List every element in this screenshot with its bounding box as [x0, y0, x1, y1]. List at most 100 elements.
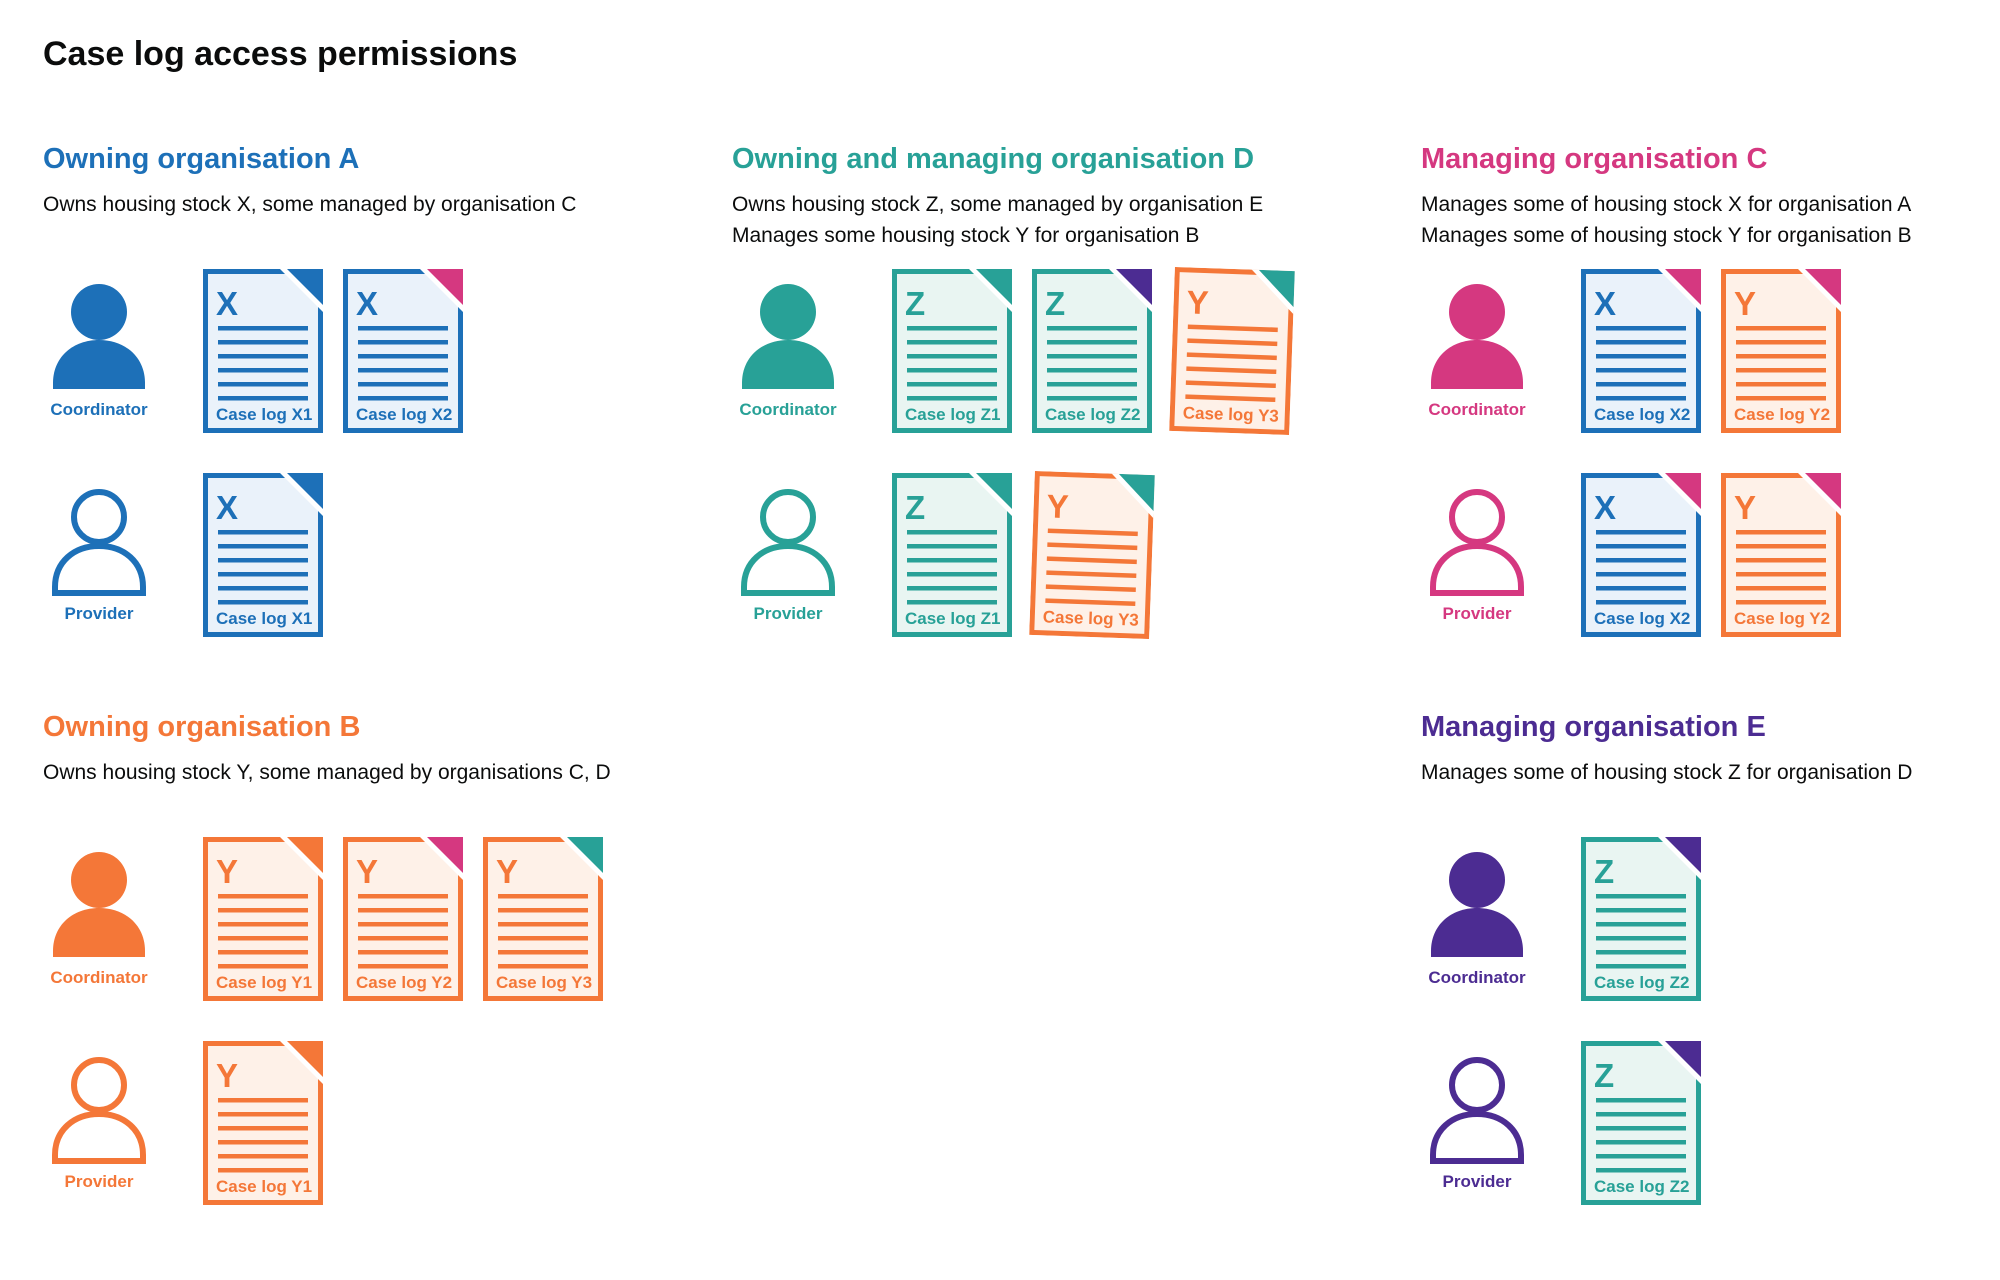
- stock-letter: X: [356, 285, 378, 322]
- case-log-label: Case log X2: [1594, 609, 1690, 628]
- document-icon: Y Case log Y3: [483, 834, 607, 1001]
- provider-figure: Provider: [1421, 1054, 1533, 1192]
- section-owning-and-managing-organisation-d: Owning and managing organisation D Owns …: [732, 142, 1380, 677]
- provider-person-icon: [1430, 1056, 1524, 1164]
- case-log-label: Case log X1: [216, 609, 312, 628]
- stock-letter: Z: [1594, 853, 1614, 890]
- permission-row-provider: Provider Z Case log Z2: [1421, 1038, 2000, 1205]
- stock-letter: X: [216, 489, 238, 526]
- case-log-doc: Y Case log Y3: [1169, 266, 1299, 435]
- case-log-doc: Y Case log Y3: [483, 834, 607, 1001]
- permission-row-provider: Provider Y Case log Y1: [43, 1038, 691, 1205]
- coordinator-person-icon: [1431, 851, 1523, 957]
- description-line: Owns housing stock Y, some managed by or…: [43, 760, 611, 784]
- permission-rows: Coordinator Z Case log Z2 Provider Z Cas…: [1421, 834, 2000, 1205]
- coordinator-figure: Coordinator: [732, 282, 844, 420]
- coordinator-figure: Coordinator: [43, 850, 155, 988]
- role-label: Coordinator: [50, 399, 148, 419]
- document-icon: Y Case log Y3: [1029, 470, 1159, 639]
- page-title: Case log access permissions: [43, 35, 518, 73]
- folded-corner: [567, 836, 603, 873]
- description-line: Owns housing stock Z, some managed by or…: [732, 192, 1264, 216]
- permission-row-coordinator: Coordinator Z Case log Z2: [1421, 834, 2000, 1001]
- case-log-label: Case log Y1: [216, 973, 312, 992]
- provider-person-icon: [52, 1056, 146, 1164]
- permission-row-provider: Provider Z Case log Z1 Y Case log Y3: [732, 470, 1380, 639]
- section-owning-organisation-a: Owning organisation A Owns housing stock…: [43, 142, 691, 677]
- document-icon: X Case log X1: [203, 266, 327, 433]
- section-heading: Owning organisation A: [43, 143, 360, 175]
- case-log-label: Case log X1: [216, 405, 312, 424]
- permission-row-coordinator: Coordinator Z Case log Z1 Z Case log Z2 …: [732, 266, 1380, 435]
- document-icon: Z Case log Z1: [892, 470, 1016, 637]
- role-label: Provider: [64, 603, 134, 623]
- provider-figure: Provider: [43, 486, 155, 624]
- document-icon: Y Case log Y2: [1721, 266, 1845, 433]
- case-log-doc: Z Case log Z2: [1581, 1038, 1705, 1205]
- provider-figure: Provider: [732, 486, 844, 624]
- folded-corner: [976, 472, 1012, 509]
- document-icon: Y Case log Y2: [343, 834, 467, 1001]
- case-log-label: Case log Z1: [905, 609, 1000, 628]
- case-log-doc: X Case log X2: [1581, 266, 1705, 433]
- coordinator-person-icon: [53, 851, 145, 957]
- permission-row-coordinator: Coordinator Y Case log Y1 Y Case log Y2 …: [43, 834, 691, 1001]
- permission-rows: Coordinator Z Case log Z1 Z Case log Z2 …: [732, 266, 1380, 639]
- case-log-docs: Z Case log Z2: [1581, 1038, 1705, 1205]
- role-label: Coordinator: [739, 399, 837, 419]
- case-log-label: Case log Z2: [1045, 405, 1140, 424]
- stock-letter: Y: [1186, 283, 1209, 321]
- case-log-doc: Y Case log Y1: [203, 834, 327, 1001]
- case-log-label: Case log Y2: [1734, 609, 1830, 628]
- document-icon: Y Case log Y2: [1721, 470, 1845, 637]
- case-log-doc: X Case log X2: [343, 266, 467, 433]
- document-icon: Z Case log Z1: [892, 266, 1016, 433]
- stock-letter: Y: [1046, 487, 1069, 525]
- folded-corner: [287, 472, 323, 509]
- coordinator-person-icon: [53, 283, 145, 389]
- role-label: Provider: [64, 1171, 134, 1191]
- folded-corner: [1805, 268, 1841, 305]
- provider-figure: Provider: [43, 1054, 155, 1192]
- section-description: Manages some of housing stock X for orga…: [1421, 189, 2000, 253]
- section-managing-organisation-c: Managing organisation C Manages some of …: [1421, 142, 2000, 677]
- case-log-doc: Z Case log Z1: [892, 266, 1016, 433]
- case-log-doc: Y Case log Y2: [1721, 266, 1845, 433]
- section-managing-organisation-e: Managing organisation E Manages some of …: [1421, 710, 2000, 1245]
- case-log-doc: Z Case log Z2: [1032, 266, 1156, 433]
- case-log-docs: Z Case log Z1 Y Case log Y3: [892, 470, 1159, 639]
- folded-corner: [1665, 268, 1701, 305]
- provider-figure: Provider: [1421, 486, 1533, 624]
- case-log-doc: Y Case log Y3: [1029, 470, 1159, 639]
- role-label: Provider: [753, 603, 823, 623]
- description-line: Manages some of housing stock Z for orga…: [1421, 760, 1913, 784]
- permission-rows: Coordinator Y Case log Y1 Y Case log Y2 …: [43, 834, 691, 1205]
- stock-letter: Y: [356, 853, 378, 890]
- permission-row-coordinator: Coordinator X Case log X2 Y Case log Y2: [1421, 266, 2000, 433]
- case-log-label: Case log X2: [1594, 405, 1690, 424]
- case-log-docs: X Case log X1 X Case log X2: [203, 266, 467, 433]
- description-line: Owns housing stock X, some managed by or…: [43, 192, 577, 216]
- stock-letter: Z: [905, 489, 925, 526]
- case-log-doc: X Case log X2: [1581, 470, 1705, 637]
- folded-corner: [287, 836, 323, 873]
- section-description: Owns housing stock Z, some managed by or…: [732, 189, 1380, 253]
- provider-person-icon: [1430, 488, 1524, 596]
- case-log-doc: Y Case log Y2: [343, 834, 467, 1001]
- section-description: Manages some of housing stock Z for orga…: [1421, 757, 2000, 821]
- case-log-label: Case log X2: [356, 405, 452, 424]
- stock-letter: Y: [216, 1057, 238, 1094]
- folded-corner: [976, 268, 1012, 305]
- role-label: Coordinator: [1428, 967, 1526, 987]
- coordinator-person-icon: [742, 283, 834, 389]
- permission-row-provider: Provider X Case log X2 Y Case log Y2: [1421, 470, 2000, 637]
- coordinator-figure: Coordinator: [43, 282, 155, 420]
- role-label: Provider: [1442, 603, 1512, 623]
- document-icon: X Case log X1: [203, 470, 327, 637]
- role-label: Provider: [1442, 1171, 1512, 1191]
- description-line: Manages some housing stock Y for organis…: [732, 223, 1200, 247]
- permission-rows: Coordinator X Case log X2 Y Case log Y2 …: [1421, 266, 2000, 637]
- case-log-doc: X Case log X1: [203, 470, 327, 637]
- stock-letter: Z: [1594, 1057, 1614, 1094]
